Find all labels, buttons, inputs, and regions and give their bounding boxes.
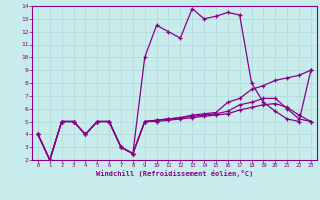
X-axis label: Windchill (Refroidissement éolien,°C): Windchill (Refroidissement éolien,°C) <box>96 170 253 177</box>
